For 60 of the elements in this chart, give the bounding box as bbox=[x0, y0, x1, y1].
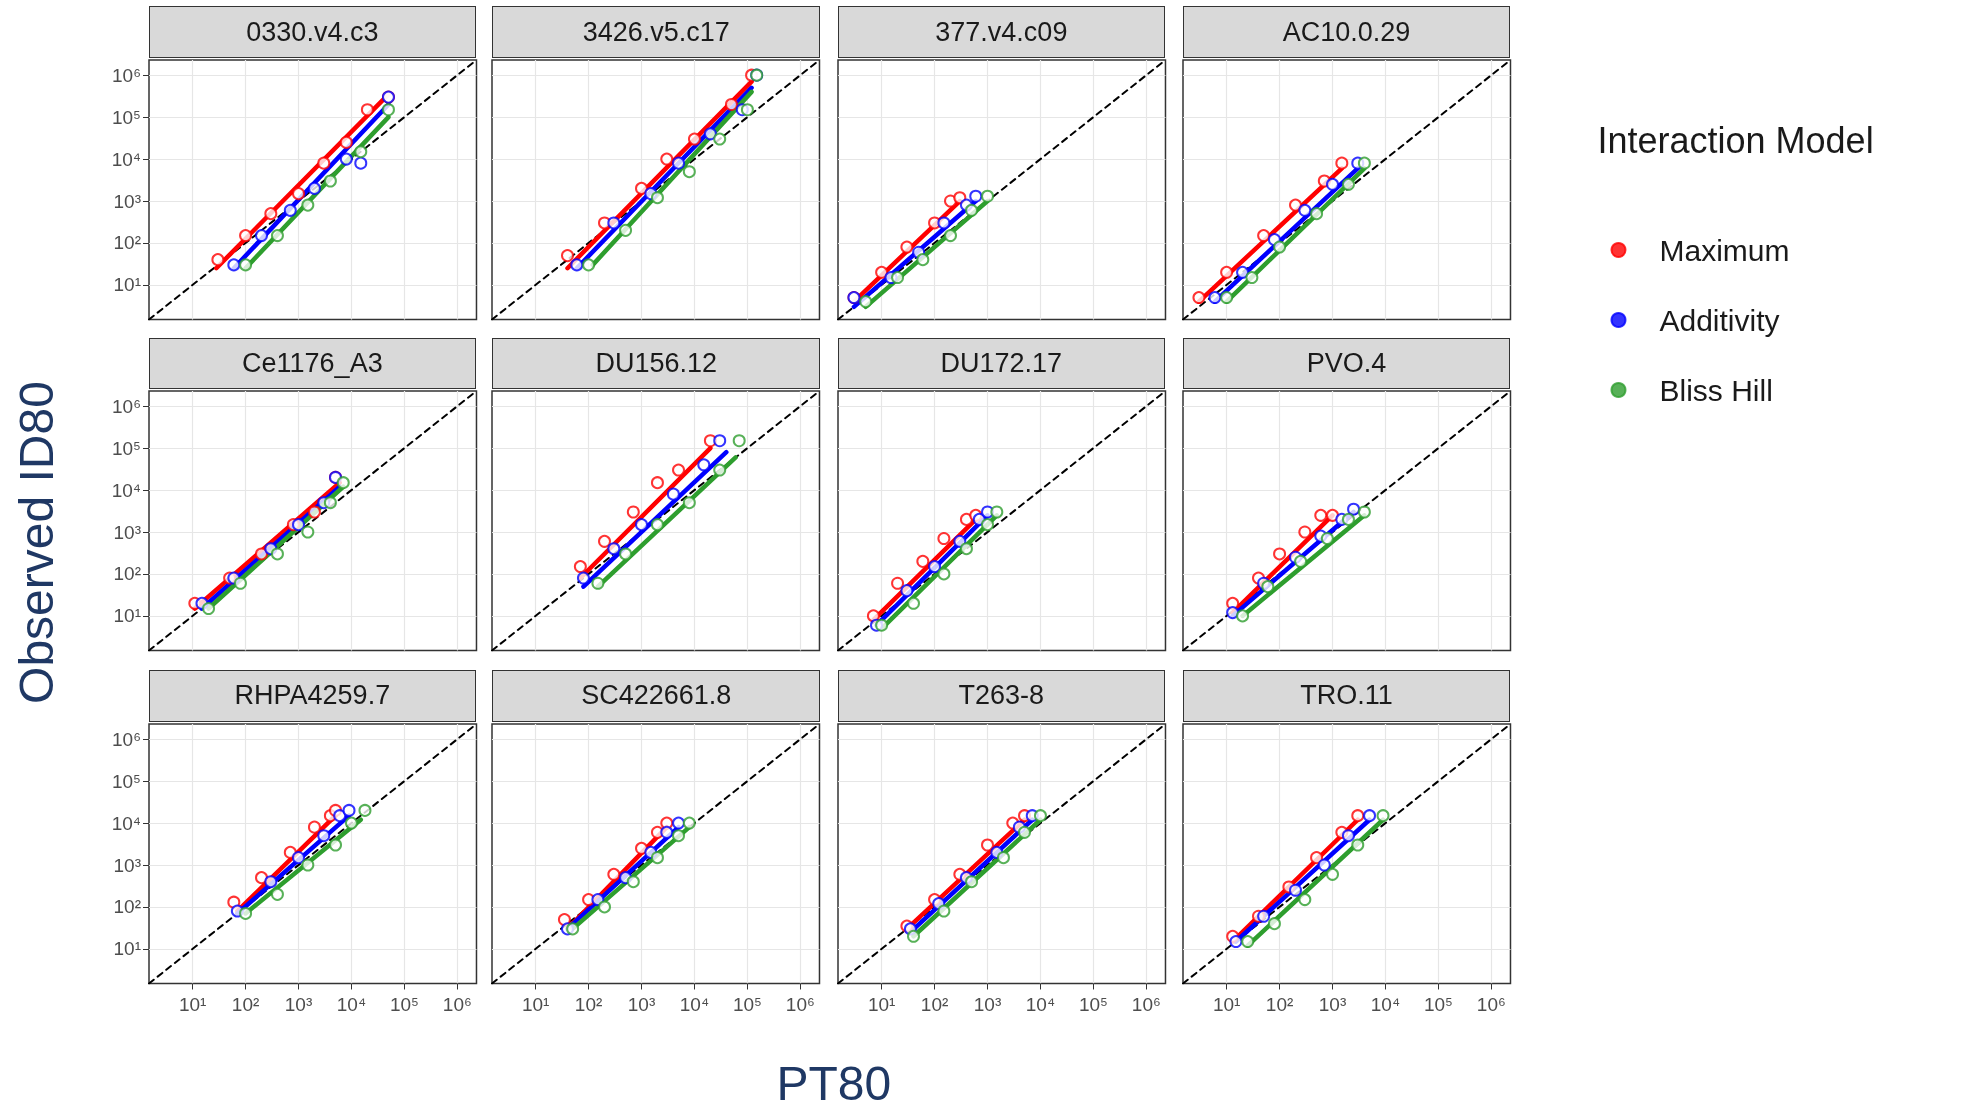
x-tick-label: 10³ bbox=[973, 994, 1001, 1016]
chart-title: PVO.4 bbox=[1182, 337, 1511, 390]
chart-title: DU156.12 bbox=[492, 337, 820, 390]
chart-title: 0330.v4.c3 bbox=[148, 6, 477, 58]
legend-label: Bliss Hill bbox=[1659, 373, 1773, 407]
y-tick-label: 10¹ bbox=[113, 605, 141, 627]
x-tick-label: 10¹ bbox=[522, 994, 550, 1016]
legend-label: Maximum bbox=[1659, 233, 1790, 267]
y-tick-label: 10² bbox=[113, 563, 141, 585]
x-tick-label: 10² bbox=[1265, 994, 1294, 1016]
x-tick-label: 10⁶ bbox=[1476, 994, 1506, 1016]
y-tick-label: 10³ bbox=[113, 854, 141, 876]
y-tick-label: 10⁶ bbox=[111, 64, 141, 86]
y-tick-label: 10¹ bbox=[113, 938, 141, 960]
y-tick-label: 10² bbox=[113, 232, 141, 254]
x-tick-label: 10⁵ bbox=[1078, 994, 1108, 1016]
x-tick-label: 10⁶ bbox=[786, 994, 816, 1016]
x-tick-label: 10² bbox=[231, 994, 259, 1016]
chart-title: TRO.11 bbox=[1182, 670, 1511, 722]
x-tick-label: 10⁴ bbox=[1025, 994, 1055, 1016]
chart-title: RHPA4259.7 bbox=[148, 670, 477, 722]
y-tick-label: 10¹ bbox=[113, 274, 141, 296]
y-tick-label: 10⁵ bbox=[111, 437, 141, 459]
x-tick-label: 10⁵ bbox=[389, 994, 419, 1016]
y-tick-label: 10⁴ bbox=[111, 479, 141, 501]
x-tick-label: 10⁴ bbox=[1370, 994, 1400, 1016]
x-tick-label: 10⁴ bbox=[680, 994, 710, 1016]
y-tick-label: 10⁵ bbox=[111, 106, 141, 128]
x-tick-label: 10³ bbox=[1318, 994, 1346, 1016]
x-tick-label: 10⁵ bbox=[1423, 994, 1453, 1016]
chart-title: AC10.0.29 bbox=[1182, 6, 1511, 58]
legend-title: Interaction Model bbox=[1597, 119, 1874, 161]
y-tick-label: 10⁴ bbox=[111, 148, 141, 170]
x-tick-label: 10³ bbox=[284, 994, 312, 1016]
chart-title: Ce1176_A3 bbox=[148, 337, 477, 390]
chart-title: 3426.v5.c17 bbox=[492, 6, 820, 58]
x-tick-label: 10⁶ bbox=[442, 994, 472, 1016]
chart-title: SC422661.8 bbox=[492, 670, 820, 722]
y-axis-title: Observed ID80 bbox=[8, 380, 64, 704]
y-tick-label: 10⁵ bbox=[111, 770, 141, 792]
chart-title: 377.v4.c09 bbox=[837, 6, 1166, 58]
chart-title: T263-8 bbox=[837, 670, 1166, 722]
y-tick-label: 10⁴ bbox=[111, 812, 141, 834]
x-tick-label: 10² bbox=[920, 994, 948, 1016]
x-tick-label: 10¹ bbox=[1212, 994, 1241, 1016]
x-axis-title: PT80 bbox=[776, 1055, 892, 1106]
x-tick-label: 10³ bbox=[628, 994, 656, 1016]
x-tick-label: 10⁶ bbox=[1131, 994, 1161, 1016]
x-tick-label: 10² bbox=[575, 994, 603, 1016]
y-tick-label: 10³ bbox=[113, 190, 141, 212]
y-tick-label: 10² bbox=[113, 896, 141, 918]
chart-title: DU172.17 bbox=[837, 337, 1166, 390]
x-tick-label: 10¹ bbox=[178, 994, 206, 1016]
y-tick-label: 10⁶ bbox=[111, 395, 141, 417]
legend-label: Additivity bbox=[1659, 303, 1780, 337]
x-tick-label: 10⁴ bbox=[336, 994, 366, 1016]
x-tick-label: 10¹ bbox=[867, 994, 895, 1016]
y-tick-label: 10³ bbox=[113, 521, 141, 543]
x-tick-label: 10⁵ bbox=[733, 994, 763, 1016]
y-tick-label: 10⁶ bbox=[111, 728, 141, 750]
